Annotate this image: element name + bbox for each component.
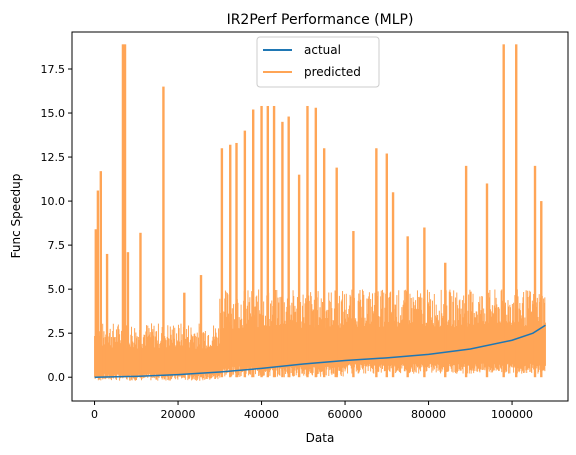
predicted-spike — [287, 116, 290, 378]
predicted-spike — [126, 252, 130, 378]
predicted-spike — [391, 192, 395, 378]
predicted-spike — [281, 121, 284, 378]
predicted-spike — [272, 105, 276, 378]
predicted-spike — [485, 183, 489, 378]
x-tick-label: 0 — [91, 408, 98, 421]
predicted-spike — [99, 171, 103, 378]
predicted-spike — [423, 227, 426, 378]
predicted-spike — [297, 174, 301, 378]
predicted-spike — [464, 165, 468, 378]
y-axis: 0.0 2.5 5.0 7.5 10.0 12.5 15.0 17.5 — [41, 63, 72, 384]
predicted-spike — [139, 232, 142, 378]
predicted-spike — [533, 165, 537, 378]
predicted-spike — [352, 231, 355, 378]
x-tick-label: 80000 — [411, 408, 446, 421]
x-tick-label: 60000 — [328, 408, 363, 421]
chart-title: IR2Perf Performance (MLP) — [227, 12, 414, 28]
x-axis-label: Data — [306, 431, 335, 445]
predicted-spike — [121, 44, 125, 378]
predicted-spike — [335, 167, 338, 378]
predicted-spike — [199, 275, 203, 378]
predicted-spike — [220, 148, 224, 378]
x-tick-label: 100000 — [491, 408, 533, 421]
predicted-spike — [183, 292, 186, 378]
x-axis: 0 20000 40000 60000 80000 100000 — [91, 401, 533, 421]
plot-area — [94, 44, 546, 381]
x-tick-label: 40000 — [244, 408, 279, 421]
predicted-spike — [266, 105, 270, 378]
predicted-spike — [375, 148, 378, 378]
y-tick-label: 15.0 — [41, 107, 66, 120]
legend-label-actual: actual — [304, 43, 341, 57]
predicted-spike — [385, 153, 388, 378]
predicted-spike — [444, 262, 447, 378]
y-tick-label: 10.0 — [41, 195, 66, 208]
y-tick-label: 0.0 — [48, 371, 66, 384]
legend-label-predicted: predicted — [304, 65, 361, 79]
axes-frame — [71, 31, 569, 402]
y-tick-label: 7.5 — [48, 239, 66, 252]
predicted-spike — [243, 130, 247, 378]
predicted-spike — [322, 148, 326, 378]
predicted-spike — [252, 109, 255, 378]
y-tick-label: 5.0 — [48, 283, 66, 296]
predicted-spike — [229, 144, 232, 378]
predicted-spike — [162, 86, 165, 378]
predicted-spike — [540, 201, 543, 378]
predicted-spike — [306, 105, 309, 378]
y-tick-label: 12.5 — [41, 151, 66, 164]
predicted-spike — [105, 253, 109, 378]
y-tick-label: 2.5 — [48, 327, 66, 340]
y-axis-label: Func Speedup — [9, 174, 23, 259]
y-tick-label: 17.5 — [41, 63, 66, 76]
predicted-spike — [94, 229, 97, 378]
predicted-spike — [96, 190, 100, 378]
x-tick-label: 20000 — [161, 408, 196, 421]
predicted-spike — [502, 44, 505, 378]
predicted-spike — [123, 44, 127, 378]
predicted-spike — [260, 105, 263, 378]
predicted-spike — [235, 142, 238, 378]
predicted-spike — [314, 107, 318, 378]
legend: actual predicted — [256, 36, 380, 88]
predicted-spike — [515, 44, 518, 378]
predicted-spike — [406, 236, 409, 378]
actual-line — [94, 324, 546, 378]
